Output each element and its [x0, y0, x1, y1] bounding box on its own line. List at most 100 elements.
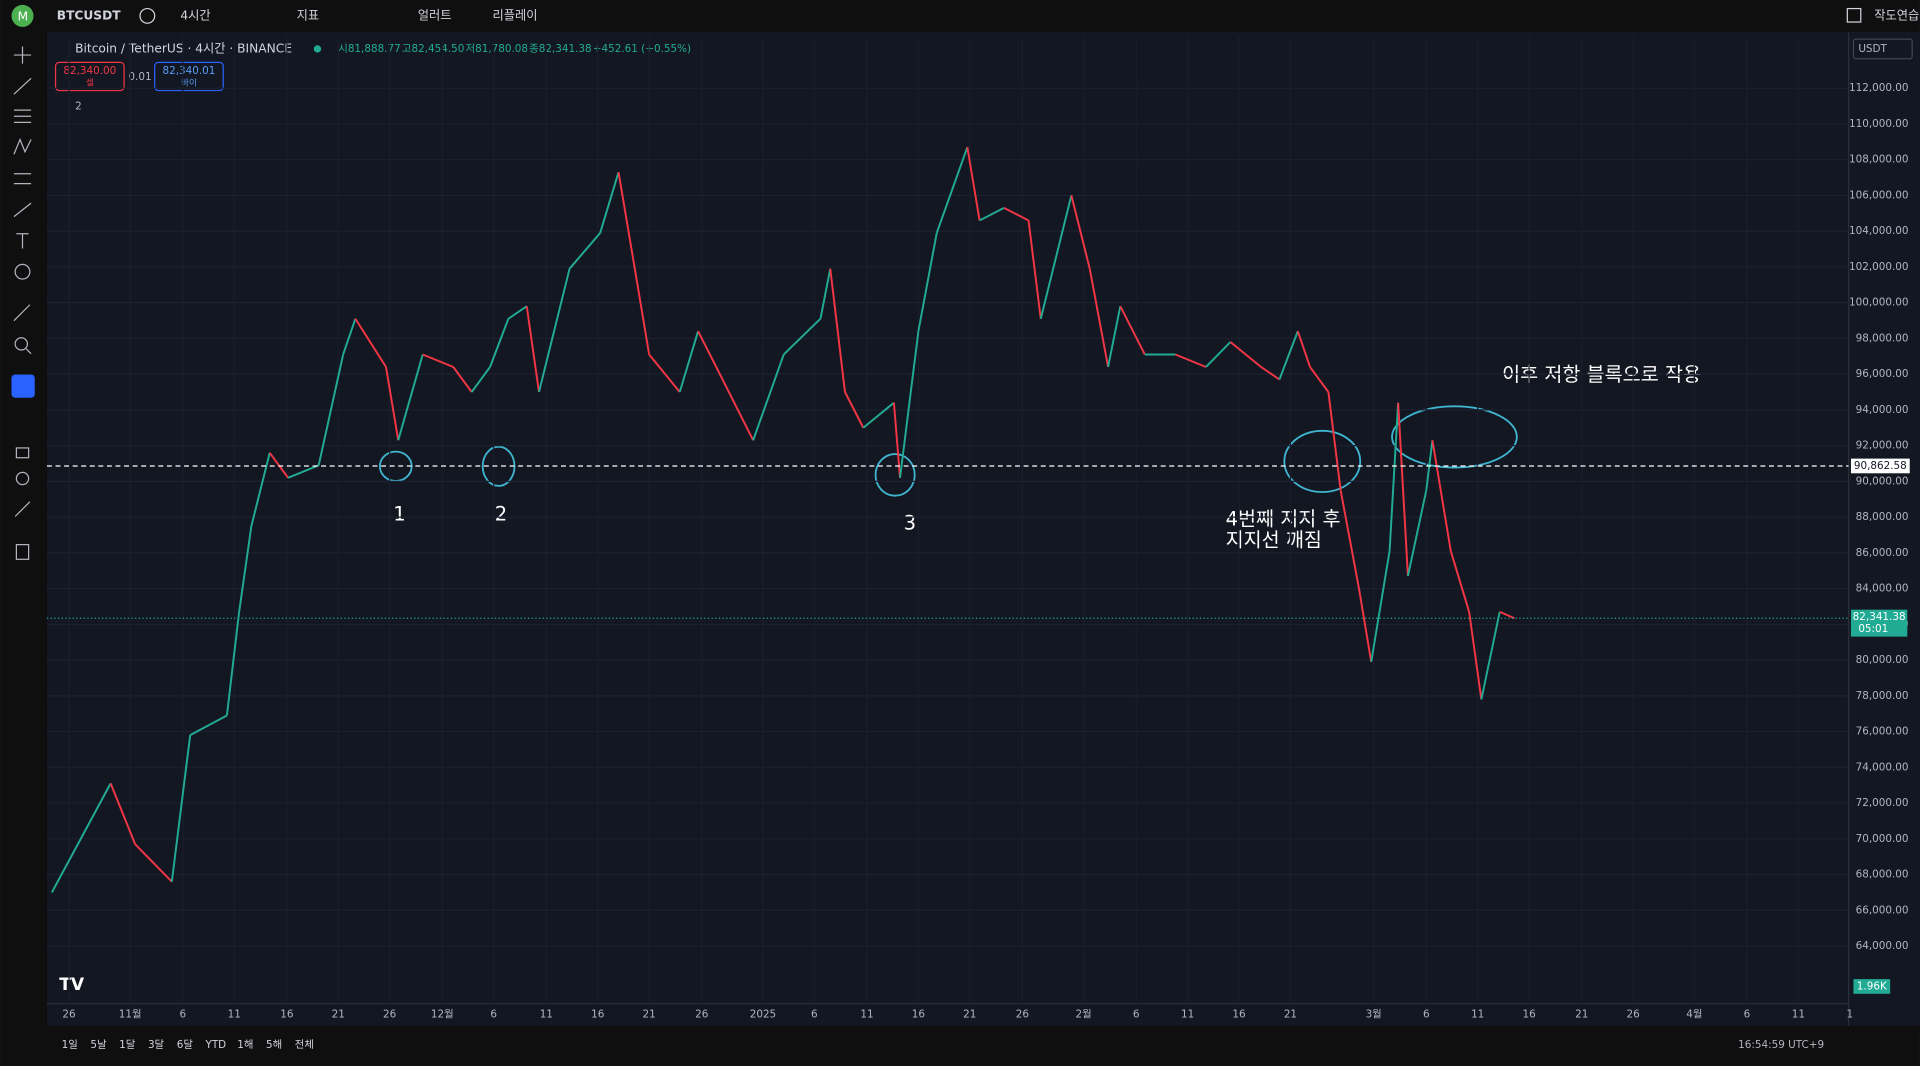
price-segment: [1309, 366, 1330, 393]
interval[interactable]: 4시간: [180, 8, 210, 22]
y-tick-label: 98,000.00: [1856, 332, 1909, 344]
price-segment: [317, 354, 345, 466]
price-segment: [507, 305, 528, 320]
range-button[interactable]: 3달: [148, 1039, 165, 1051]
collapse-count[interactable]: 2: [75, 100, 82, 112]
x-tick-label: 26: [1016, 1009, 1029, 1021]
price-segment: [979, 207, 1005, 222]
price-segment: [752, 354, 785, 441]
y-tick-label: 78,000.00: [1856, 690, 1909, 702]
price-segment: [1107, 306, 1122, 368]
practice[interactable]: 작도연습: [1874, 8, 1919, 22]
annotation-2: 2: [495, 503, 507, 526]
price-segment: [250, 452, 271, 527]
price-segment: [1480, 611, 1501, 700]
y-tick-label: 72,000.00: [1856, 797, 1909, 809]
currency-box[interactable]: [1852, 38, 1913, 60]
price-segment: [678, 330, 700, 393]
price-segment: [268, 452, 289, 479]
price-segment: [1205, 341, 1232, 368]
clock: 16:54:59 UTC+9: [1738, 1039, 1824, 1051]
replay[interactable]: 리플레이: [492, 8, 537, 22]
price-segment: [635, 281, 651, 355]
buy-button[interactable]: [154, 61, 224, 92]
price-segment: [1327, 391, 1342, 491]
annotation-4a: 4번째 지지 후: [1226, 508, 1341, 531]
x-tick-label: 12월: [431, 1009, 454, 1021]
range-button[interactable]: 전체: [295, 1039, 314, 1051]
price-segment: [342, 318, 357, 355]
x-tick-label: 16: [1232, 1009, 1245, 1021]
logo: TV: [59, 975, 85, 995]
add-symbol[interactable]: [139, 7, 156, 24]
price-segment: [844, 391, 865, 429]
sell-button[interactable]: [54, 61, 125, 92]
sell-label[interactable]: 셀: [86, 78, 94, 89]
y-tick-label: 96,000.00: [1856, 368, 1909, 380]
last-price-box: [1850, 609, 1908, 637]
price-segment: [51, 782, 112, 893]
price-segment: [525, 306, 540, 393]
ohlc-value: 종82,341.38: [529, 43, 591, 55]
countdown: 05:01: [1858, 623, 1888, 635]
alerts[interactable]: 얼러트: [418, 8, 452, 22]
y-tick-label: 108,000.00: [1849, 154, 1909, 166]
range-button[interactable]: 1해: [237, 1038, 253, 1051]
x-tick-label: 16: [591, 1009, 604, 1021]
y-tick-label: 92,000.00: [1856, 440, 1909, 452]
y-tick-label: 100,000.00: [1849, 297, 1909, 309]
price-segment: [1175, 353, 1207, 368]
x-tick-label: 11월: [119, 1009, 142, 1021]
range-button[interactable]: 1일: [62, 1038, 78, 1051]
x-tick-label: 26: [383, 1009, 396, 1021]
x-tick-label: 26: [695, 1009, 708, 1021]
price-segment: [899, 331, 920, 478]
price-segment: [1229, 341, 1262, 368]
price-segment: [568, 232, 601, 270]
practice-checkbox[interactable]: [1846, 7, 1862, 23]
y-tick-label: 112,000.00: [1849, 82, 1909, 94]
currency[interactable]: USDT: [1858, 43, 1887, 55]
quantity: 0.01: [128, 71, 151, 83]
buy-label[interactable]: 바이: [181, 78, 197, 89]
y-tick-label: 80,000.00: [1856, 654, 1909, 666]
avatar[interactable]: [11, 4, 34, 27]
sell-price[interactable]: 82,340.00: [63, 65, 116, 77]
price-segment: [1296, 330, 1311, 368]
price-segment: [1088, 268, 1110, 368]
x-tick-label: 11: [860, 1009, 873, 1021]
x-tick-label: 21: [963, 1009, 976, 1021]
indicators[interactable]: 지표: [297, 8, 319, 22]
y-tick-label: 90,000.00: [1856, 475, 1909, 487]
price-segment: [354, 318, 387, 368]
x-tick-label: 16: [912, 1009, 925, 1021]
range-button[interactable]: 6달: [177, 1039, 194, 1051]
range-button[interactable]: 5해: [266, 1038, 282, 1051]
range-button[interactable]: 5날: [90, 1039, 107, 1051]
price-segment: [452, 366, 473, 393]
x-tick-label: 26: [62, 1009, 75, 1021]
annotation-4b: 지지선 깨짐: [1226, 528, 1322, 551]
range-button[interactable]: YTD: [204, 1039, 226, 1051]
x-tick-label: 26: [1627, 1009, 1640, 1021]
price-segment: [1406, 490, 1428, 577]
x-tick-label: 6: [490, 1009, 497, 1021]
ohlc-value: 저81,780.08: [466, 43, 528, 55]
volume-label-box: [1853, 979, 1891, 994]
y-tick-label: 94,000.00: [1856, 404, 1909, 416]
buy-price[interactable]: 82,340.01: [163, 65, 216, 77]
price-segment: [1370, 550, 1391, 663]
symbol[interactable]: BTCUSDT: [57, 8, 121, 22]
x-tick-label: 6: [1744, 1009, 1751, 1021]
range-button[interactable]: 1달: [119, 1039, 136, 1051]
price-segment: [1039, 195, 1073, 319]
y-tick-label: 84,000.00: [1856, 583, 1909, 595]
ohlc-value: 시81,888.77: [338, 43, 400, 55]
price-segment: [134, 843, 173, 883]
price-segment: [892, 402, 902, 478]
y-tick-label: 70,000.00: [1856, 833, 1909, 845]
bottom-toolbar: [46, 1025, 1920, 1066]
price-segment: [109, 783, 137, 845]
x-tick-label: 21: [1575, 1009, 1588, 1021]
